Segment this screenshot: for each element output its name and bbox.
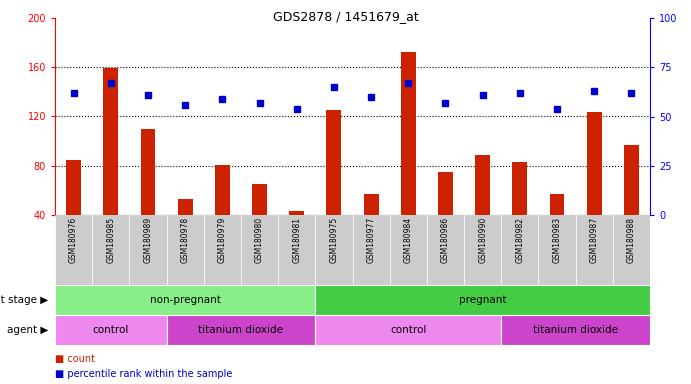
Text: control: control bbox=[390, 325, 426, 335]
Bar bbox=[178, 199, 193, 215]
Text: GSM180989: GSM180989 bbox=[144, 217, 153, 263]
Bar bbox=[576, 215, 613, 285]
Bar bbox=[464, 215, 501, 285]
Text: GSM180976: GSM180976 bbox=[69, 217, 78, 263]
Text: ■ count: ■ count bbox=[55, 354, 95, 364]
Bar bbox=[167, 315, 315, 345]
Text: GSM180975: GSM180975 bbox=[330, 217, 339, 263]
Text: GSM180981: GSM180981 bbox=[292, 217, 301, 263]
Bar bbox=[140, 129, 155, 215]
Text: GSM180977: GSM180977 bbox=[367, 217, 376, 263]
Bar bbox=[204, 215, 241, 285]
Bar bbox=[167, 215, 204, 285]
Bar bbox=[513, 162, 527, 215]
Bar bbox=[315, 215, 352, 285]
Bar bbox=[438, 172, 453, 215]
Bar bbox=[278, 215, 315, 285]
Bar bbox=[587, 112, 602, 215]
Text: GSM180986: GSM180986 bbox=[441, 217, 450, 263]
Text: GSM180978: GSM180978 bbox=[180, 217, 189, 263]
Bar bbox=[55, 285, 315, 315]
Bar bbox=[538, 215, 576, 285]
Bar bbox=[55, 315, 167, 345]
Bar bbox=[613, 215, 650, 285]
Text: pregnant: pregnant bbox=[459, 295, 507, 305]
Text: agent ▶: agent ▶ bbox=[7, 325, 48, 335]
Bar bbox=[290, 211, 304, 215]
Text: control: control bbox=[93, 325, 129, 335]
Bar bbox=[427, 215, 464, 285]
Text: GSM180982: GSM180982 bbox=[515, 217, 524, 263]
Bar bbox=[129, 215, 167, 285]
Bar bbox=[475, 155, 490, 215]
Bar bbox=[401, 53, 416, 215]
Text: GSM180983: GSM180983 bbox=[553, 217, 562, 263]
Bar bbox=[315, 285, 650, 315]
Bar bbox=[549, 194, 565, 215]
Bar bbox=[624, 145, 639, 215]
Text: GSM180988: GSM180988 bbox=[627, 217, 636, 263]
Bar bbox=[252, 184, 267, 215]
Text: non-pregnant: non-pregnant bbox=[150, 295, 220, 305]
Bar bbox=[66, 160, 81, 215]
Bar bbox=[390, 215, 427, 285]
Text: GDS2878 / 1451679_at: GDS2878 / 1451679_at bbox=[273, 10, 418, 23]
Text: GSM180990: GSM180990 bbox=[478, 217, 487, 263]
Text: development stage ▶: development stage ▶ bbox=[0, 295, 48, 305]
Bar bbox=[352, 215, 390, 285]
Text: titanium dioxide: titanium dioxide bbox=[533, 325, 618, 335]
Text: ■ percentile rank within the sample: ■ percentile rank within the sample bbox=[55, 369, 232, 379]
Bar bbox=[326, 110, 341, 215]
Bar bbox=[315, 315, 501, 345]
Text: GSM180984: GSM180984 bbox=[404, 217, 413, 263]
Text: GSM180979: GSM180979 bbox=[218, 217, 227, 263]
Bar bbox=[363, 194, 379, 215]
Text: GSM180985: GSM180985 bbox=[106, 217, 115, 263]
Bar bbox=[92, 215, 129, 285]
Bar bbox=[241, 215, 278, 285]
Bar bbox=[501, 315, 650, 345]
Text: GSM180980: GSM180980 bbox=[255, 217, 264, 263]
Text: titanium dioxide: titanium dioxide bbox=[198, 325, 283, 335]
Bar bbox=[501, 215, 538, 285]
Bar bbox=[104, 68, 118, 215]
Text: GSM180987: GSM180987 bbox=[589, 217, 598, 263]
Bar bbox=[215, 164, 230, 215]
Bar bbox=[55, 215, 92, 285]
